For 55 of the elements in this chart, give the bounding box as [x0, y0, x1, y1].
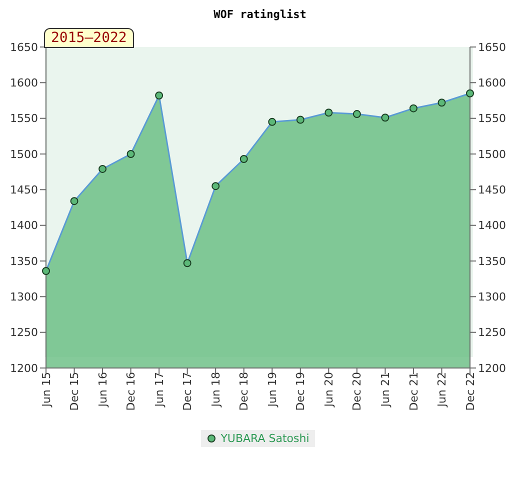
- text: 2015–2022: [44, 28, 134, 48]
- y2-tick-label: 1450: [478, 184, 506, 197]
- point: [268, 118, 276, 126]
- x-tick-label: Dec 16: [124, 372, 138, 411]
- x-tick-label: Dec 21: [407, 372, 420, 411]
- point: [324, 108, 333, 117]
- point: [42, 266, 50, 275]
- y-tick-label: 1200: [10, 362, 38, 375]
- point: [155, 92, 164, 100]
- point: [183, 259, 192, 268]
- y2-tick-label: 1350: [478, 254, 506, 268]
- point: [98, 164, 107, 173]
- point: [438, 98, 446, 107]
- x-tick-label: Jun 21: [379, 372, 392, 408]
- x-tick-label: Jun 16: [96, 372, 110, 408]
- y-tick-label: 1350: [10, 254, 38, 268]
- y-tick-label: 1400: [10, 219, 38, 232]
- point: [352, 110, 361, 118]
- x-tick-label: Jun 18: [209, 372, 222, 408]
- y2-tick-label: 1600: [478, 76, 506, 90]
- y2-tick-label: 1400: [478, 219, 506, 232]
- point: [381, 114, 390, 122]
- y2-tick-label: 1250: [478, 326, 506, 340]
- y-tick-label: 1450: [10, 184, 38, 197]
- point: [70, 197, 78, 206]
- point: [296, 116, 304, 124]
- legend-label: YUBARA Satoshi: [200, 430, 316, 447]
- x-tick-label: Jun 22: [436, 372, 449, 408]
- point: [126, 150, 135, 158]
- y2-tick-label: 1300: [478, 290, 506, 304]
- x-tick-label: Dec 19: [294, 372, 308, 411]
- x-tick-label: Dec 20: [350, 372, 364, 411]
- x-tick-label: Dec 15: [68, 372, 82, 411]
- y-tick-label: 1600: [10, 76, 38, 90]
- y-tick-label: 1500: [10, 148, 38, 161]
- y-tick-label: 1650: [10, 40, 38, 54]
- point: [240, 154, 248, 163]
- x-tick-label: Dec 18: [238, 372, 251, 411]
- x-tick-label: Jun 20: [322, 372, 336, 408]
- y2-tick-label: 1650: [478, 40, 506, 54]
- point: [212, 182, 220, 190]
- x-tick-label: Dec 22: [464, 372, 477, 411]
- y2-tick-label: 1550: [478, 112, 506, 126]
- x-tick-label: Jun 17: [152, 372, 166, 408]
- y2-tick-label: 1200: [478, 362, 506, 375]
- point: [409, 104, 418, 112]
- y-tick-label: 1250: [10, 326, 38, 340]
- x-tick-label: Jun 15: [40, 372, 53, 408]
- point: [466, 89, 474, 98]
- y2-tick-label: 1500: [478, 148, 506, 161]
- y-tick-label: 1550: [10, 112, 38, 126]
- x-tick-label: Jun 19: [266, 372, 279, 408]
- chart-title: WOF ratinglist: [212, 8, 308, 21]
- x-tick-label: Dec 17: [181, 372, 194, 411]
- y-tick-label: 1300: [10, 290, 38, 304]
